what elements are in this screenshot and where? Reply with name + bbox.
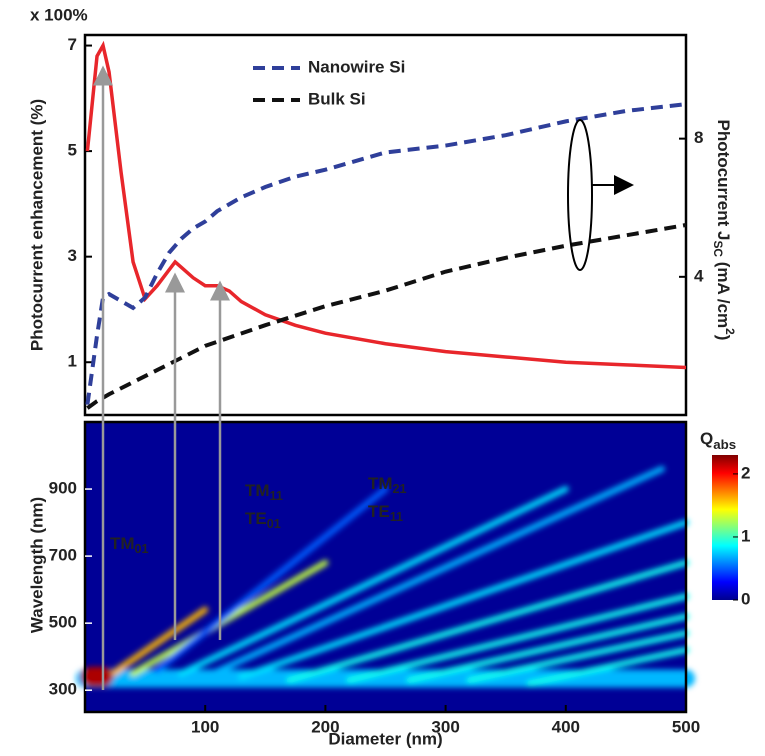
plot-frame — [83, 33, 688, 417]
legend-label: Bulk Si — [308, 89, 366, 108]
y2-axis-label-part: (mA /cm — [714, 257, 733, 328]
bottom-panel: 100 200 300 400 500 300 500 700 900 Diameter (nm)… — [27, 420, 750, 748]
mode-label: TM01 — [110, 534, 149, 556]
mode-label-part: 01 — [267, 517, 281, 531]
y2-axis-label-part: 2 — [723, 328, 737, 335]
colorbar-title: Qabs — [700, 429, 736, 451]
mode-ridge — [202, 465, 665, 680]
x-tick-label: 400 — [552, 717, 580, 736]
y2-axis-label-part: Photocurrent J — [714, 120, 733, 241]
mode-label-part: TE — [245, 509, 267, 528]
y-tick-label: 7 — [68, 35, 77, 54]
colorbar-tick-label: 1 — [741, 526, 750, 545]
mode-label: TE01 — [245, 509, 281, 531]
mode-label-part: 11 — [390, 510, 403, 524]
mode-ridge — [154, 486, 389, 674]
unit-title: x 100% — [30, 5, 88, 24]
y2-tick-label: 4 — [694, 266, 704, 285]
mode-label: TM11 — [245, 481, 283, 503]
y-tick-label: 5 — [68, 141, 77, 160]
mode-ridge — [526, 646, 689, 687]
y-tick-label: 900 — [49, 479, 77, 498]
y-tick-label: 300 — [49, 680, 77, 699]
mode-ridge — [130, 559, 329, 677]
y2-tick-label: 8 — [694, 128, 703, 147]
y2-axis-label-part: ) — [714, 335, 733, 341]
mode-label: TM21 — [368, 474, 407, 496]
mode-label-part: TM — [368, 474, 393, 493]
mode-label-part: TM — [110, 534, 135, 553]
mode-ridge — [466, 630, 689, 684]
y-tick-label: 3 — [68, 246, 77, 265]
mode-ridge — [346, 593, 689, 684]
y-tick-label: 700 — [49, 546, 77, 565]
x-tick-label: 200 — [311, 717, 339, 736]
modes — [76, 465, 695, 688]
y2-axis-label-part: SC — [711, 240, 725, 257]
mode-ridge — [100, 606, 209, 684]
heatmap-background — [85, 422, 686, 712]
legend-label: Nanowire Si — [308, 57, 405, 76]
y2-axis-label: Photocurrent JSC (mA /cm2) — [711, 120, 737, 341]
x-tick-label: 100 — [191, 717, 219, 736]
mode-label-part: 11 — [270, 489, 283, 503]
x-axis-label: Diameter (nm) — [328, 729, 442, 748]
colorbar-tick-label: 2 — [741, 463, 750, 482]
series-line — [85, 40, 687, 370]
x-tick-label: 300 — [431, 717, 459, 736]
colorbar-title-part: abs — [713, 437, 736, 452]
mode-label-part: 21 — [393, 482, 407, 496]
mode-label-part: TM — [245, 481, 270, 500]
arrows — [93, 65, 230, 690]
mode-ridge — [406, 613, 689, 684]
axis-ellipse — [567, 119, 593, 271]
mode-ridge — [286, 559, 689, 684]
colorbar-title-part: Q — [700, 429, 713, 448]
series-line — [86, 223, 687, 410]
y-axis-label: Photocurrent enhancement (%) — [27, 99, 46, 351]
mode-label-part: TE — [368, 502, 390, 521]
plot-frame — [83, 420, 688, 714]
colorbar-tick-label: 0 — [741, 589, 750, 608]
series-line — [85, 102, 687, 405]
top-panel: 1 3 5 7 4 8 x 100% Photocurrent enhancement (%)… — [27, 5, 737, 417]
mode-ridge — [178, 486, 569, 677]
y-tick-label: 500 — [49, 613, 77, 632]
colorbar — [712, 455, 738, 600]
y-tick-label: 1 — [68, 352, 77, 371]
x-tick-label: 500 — [672, 717, 700, 736]
mode-ridge — [238, 519, 689, 680]
y-axis-label: Wavelength (nm) — [27, 497, 46, 633]
mode-label: TE11 — [368, 502, 403, 524]
mode-label-part: 01 — [135, 542, 149, 556]
